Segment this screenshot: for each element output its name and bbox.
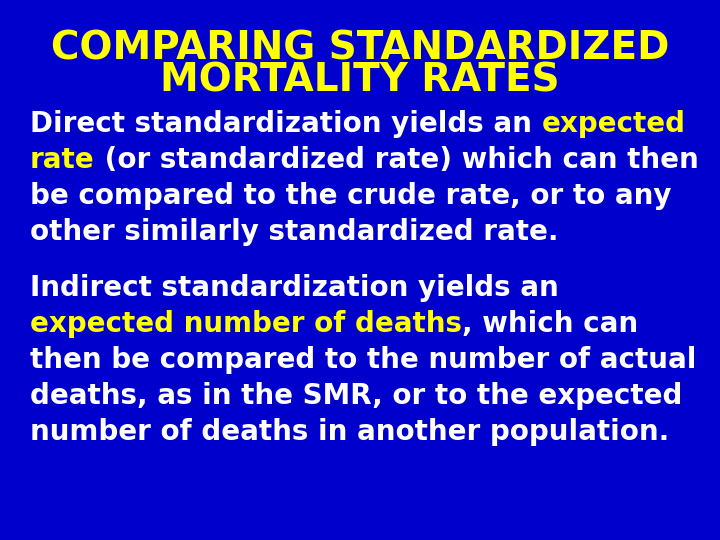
Text: Direct standardization yields an: Direct standardization yields an <box>30 110 541 138</box>
Text: other similarly standardized rate.: other similarly standardized rate. <box>30 218 559 246</box>
Text: be compared to the crude rate, or to any: be compared to the crude rate, or to any <box>30 182 672 210</box>
Text: , which can: , which can <box>462 310 638 338</box>
Text: (or standardized rate) which can then: (or standardized rate) which can then <box>94 146 698 174</box>
Text: Indirect standardization yields an: Indirect standardization yields an <box>30 274 559 302</box>
Text: expected: expected <box>541 110 685 138</box>
Text: number of deaths in another population.: number of deaths in another population. <box>30 418 670 446</box>
Text: then be compared to the number of actual: then be compared to the number of actual <box>30 346 696 374</box>
Text: COMPARING STANDARDIZED: COMPARING STANDARDIZED <box>51 30 669 68</box>
Text: MORTALITY RATES: MORTALITY RATES <box>160 62 560 100</box>
Text: expected number of deaths: expected number of deaths <box>30 310 462 338</box>
Text: deaths, as in the SMR, or to the expected: deaths, as in the SMR, or to the expecte… <box>30 382 683 410</box>
Text: rate: rate <box>30 146 94 174</box>
